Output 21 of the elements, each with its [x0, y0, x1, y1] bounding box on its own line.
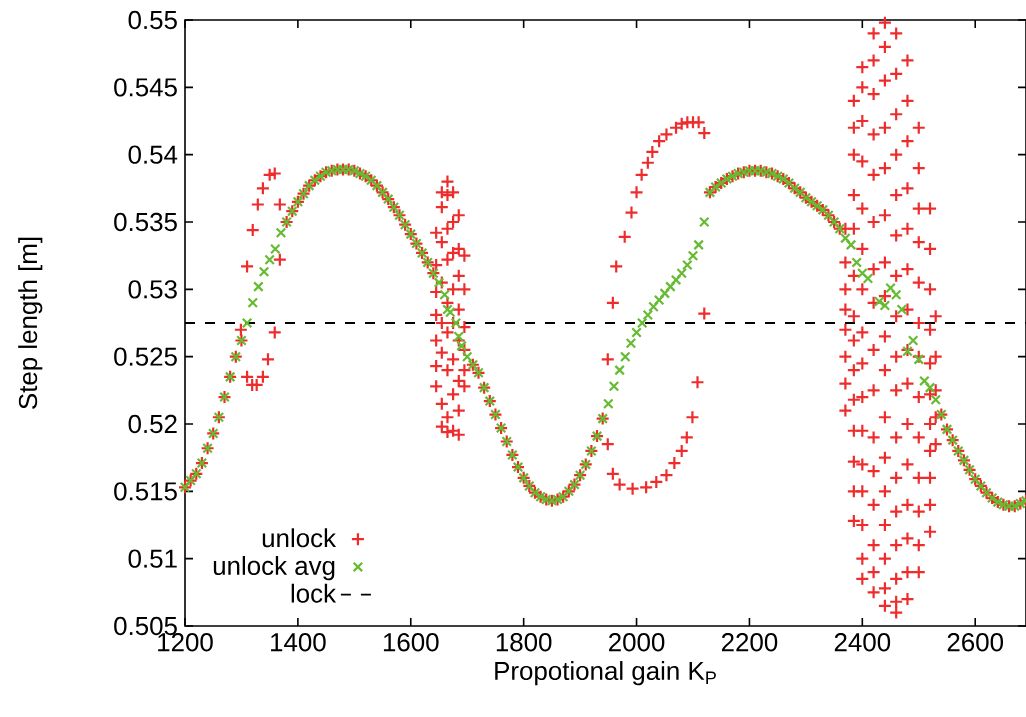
y-tick-label: 0.535: [114, 212, 177, 232]
y-axis-title: Step length [m]: [18, 237, 43, 409]
y-tick-label: 0.54: [128, 145, 178, 164]
x-tick-label: 2400: [834, 633, 891, 652]
y-tick-label: 0.51: [128, 549, 177, 568]
y-tick-label: 0.55: [128, 10, 177, 30]
x-tick-label: 1800: [496, 633, 552, 652]
legend-label: lock: [291, 583, 337, 603]
x-tick-label: 2600: [947, 633, 1004, 652]
x-tick-label: 1400: [271, 633, 326, 652]
y-tick-label: 0.545: [114, 78, 177, 97]
y-tick-label: 0.53: [128, 280, 177, 299]
x-tick-label: 2000: [609, 633, 665, 652]
y-tick-label: 0.525: [114, 347, 177, 366]
y-tick-label: 0.52: [128, 414, 177, 434]
x-axis-title: Propotional gain K$_{P}$: [495, 661, 716, 686]
legend-label: unlock: [262, 528, 337, 548]
x-tick-label: 1600: [383, 633, 439, 652]
y-tick-label: 0.515: [114, 482, 177, 501]
x-tick-label: 2200: [721, 633, 778, 652]
legend-label: unlock avg: [213, 556, 335, 581]
